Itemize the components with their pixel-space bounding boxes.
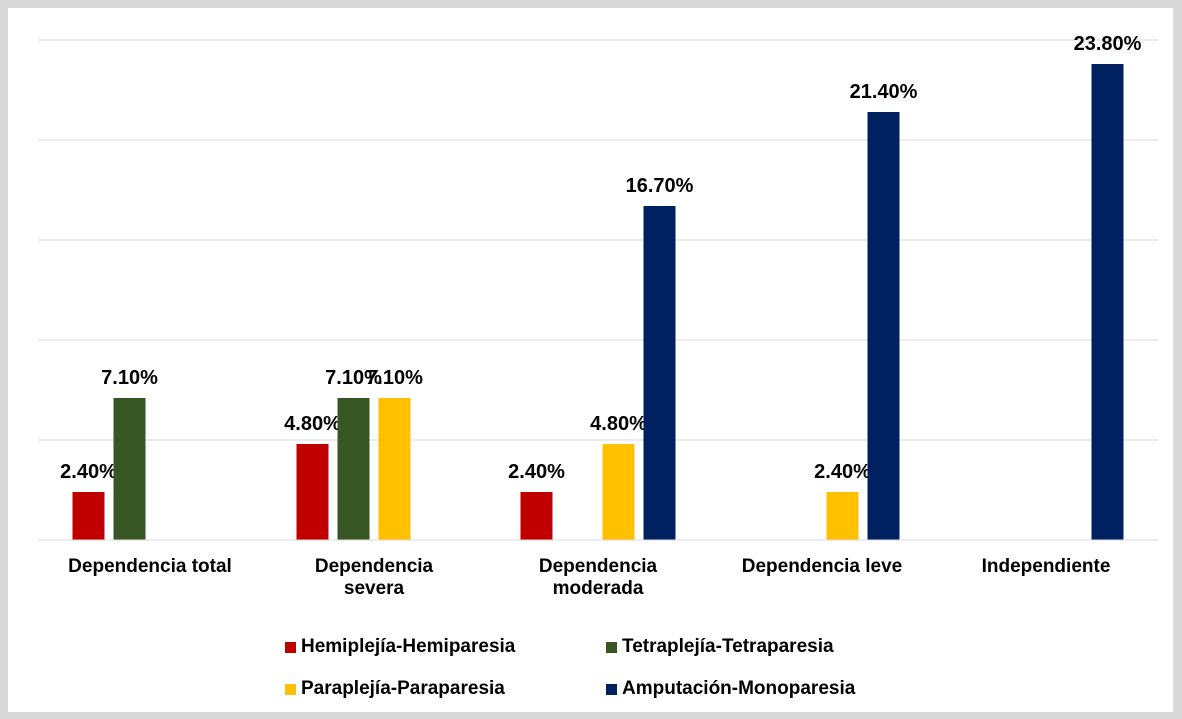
bar xyxy=(867,112,900,540)
legend-swatch xyxy=(285,683,296,695)
legend: Hemiplejía-Hemiparesia Tetraplejía-Tetrap… xyxy=(285,636,906,700)
legend-swatch xyxy=(606,641,617,653)
bar xyxy=(113,398,146,540)
legend-swatch xyxy=(606,683,617,695)
data-label: 7.10% xyxy=(325,367,382,389)
x-tick-label: Dependencia moderada xyxy=(538,556,658,599)
bar xyxy=(1091,64,1124,540)
data-label: 23.80% xyxy=(1074,33,1142,55)
bar xyxy=(296,444,329,540)
data-label: 7.10% xyxy=(101,367,158,389)
legend-item: Amputación-Monoparesia xyxy=(606,678,906,700)
legend-label: Tetraplejía-Tetraparesia xyxy=(622,636,834,657)
legend-item: Paraplejía-Paraparesia xyxy=(285,678,606,700)
legend-label: Amputación-Monoparesia xyxy=(622,678,856,699)
data-label: 7.10% xyxy=(366,367,423,389)
data-label: 2.40% xyxy=(814,461,871,483)
bar xyxy=(602,444,635,540)
data-label: 2.40% xyxy=(60,461,117,483)
bar xyxy=(378,398,411,540)
legend-label: Hemiplejía-Hemiparesia xyxy=(301,636,516,657)
bar xyxy=(643,206,676,540)
data-label: 4.80% xyxy=(590,413,647,435)
x-tick-label: Dependencia severa xyxy=(314,556,434,599)
chart-area xyxy=(8,8,1173,712)
x-tick-label: Independiente xyxy=(981,556,1111,577)
data-label: 2.40% xyxy=(508,461,565,483)
data-label: 16.70% xyxy=(626,175,694,197)
legend-item: Hemiplejía-Hemiparesia xyxy=(285,636,606,658)
legend-swatch xyxy=(285,641,296,653)
bar xyxy=(72,492,105,540)
bar xyxy=(337,398,370,540)
legend-item: Tetraplejía-Tetraparesia xyxy=(606,636,906,658)
data-label: 4.80% xyxy=(284,413,341,435)
x-tick-label: Dependencia total xyxy=(68,556,232,577)
legend-label: Paraplejía-Paraparesia xyxy=(301,678,505,699)
x-tick-label: Dependencia leve xyxy=(741,556,903,577)
bar xyxy=(520,492,553,540)
data-label: 21.40% xyxy=(850,81,918,103)
bar xyxy=(826,492,859,540)
